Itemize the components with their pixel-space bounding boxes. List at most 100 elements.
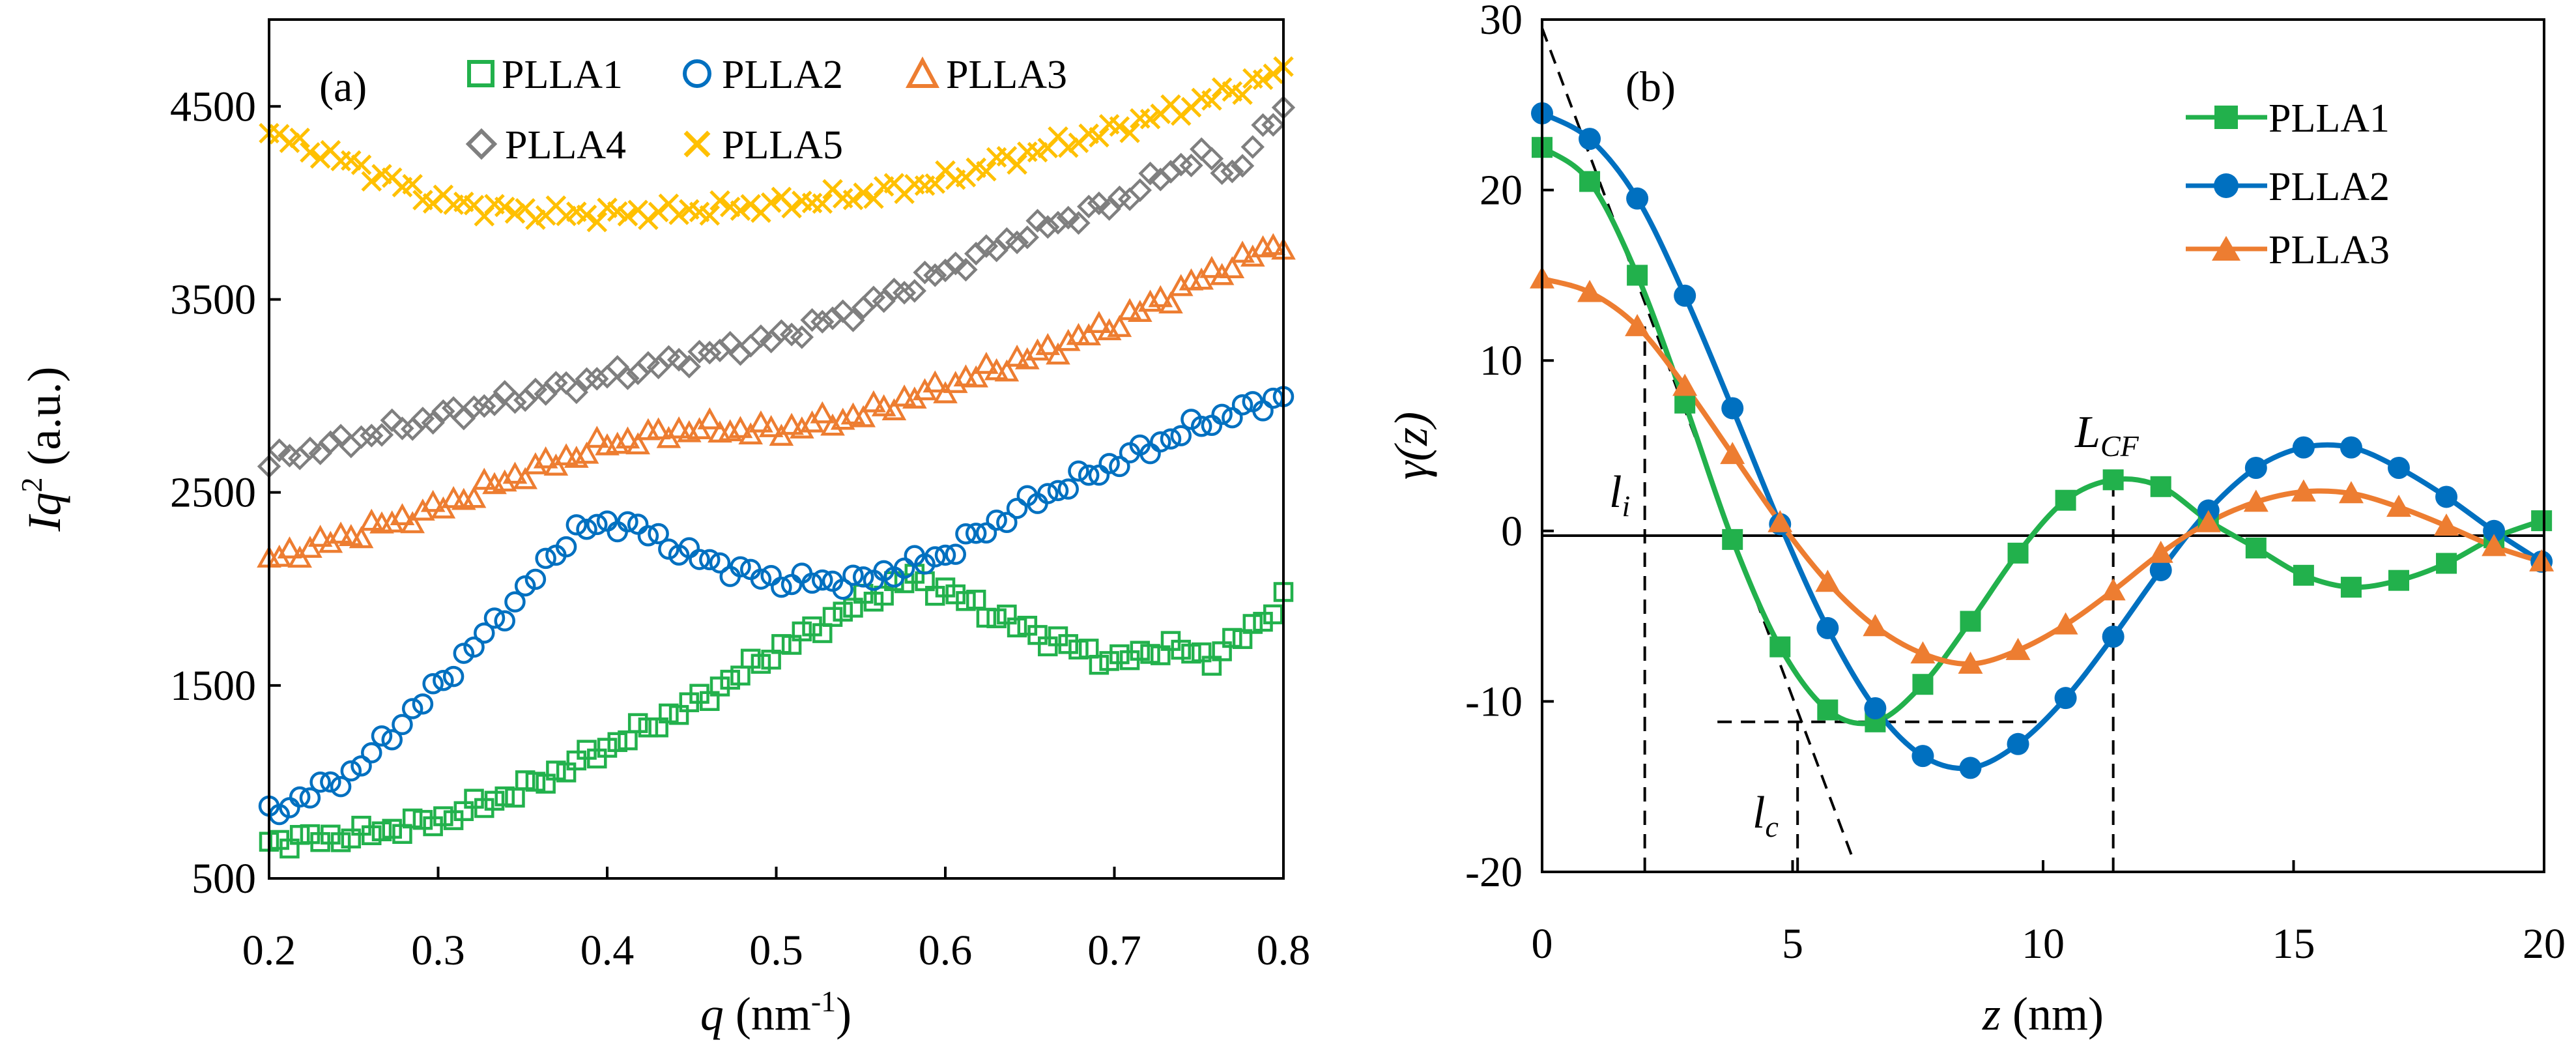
data-point [790,325,814,349]
data-point [1579,171,1601,192]
data-point [625,432,651,455]
data-point [2244,457,2267,480]
data-point [779,323,804,347]
data-point [401,698,423,719]
data-point [400,511,425,534]
y-tick-label: 10 [1480,337,1523,384]
data-point [1046,342,1070,365]
data-point [812,623,833,643]
data-point [1911,745,1934,768]
data-point [1199,147,1224,171]
data-point [279,132,300,153]
data-point [576,204,597,225]
data-point [781,635,802,655]
data-point [483,607,506,629]
data-point [340,760,362,782]
data-point [1232,84,1253,105]
data-point [822,607,843,627]
data-point [328,521,353,544]
panel-b-data-markers [1530,102,2555,779]
data-point [1230,154,1255,178]
annotation-l-c: lc [1753,788,1779,843]
data-point [494,196,515,218]
data-point [913,260,937,285]
x-tick-label: 20 [2523,920,2566,968]
data-point [576,518,597,540]
data-point [2007,732,2029,755]
data-point [351,755,372,777]
data-point [1201,656,1222,676]
data-point [339,434,364,459]
data-point [1199,255,1224,278]
data-point [1066,211,1091,235]
data-point [802,616,822,637]
data-point [1863,614,1888,637]
data-point [484,790,505,811]
data-point [1005,230,1029,255]
data-point [1209,263,1235,285]
data-point [513,467,538,489]
data-point [351,154,372,175]
data-point [379,510,405,533]
x-tick-label: 0.6 [919,927,973,974]
data-point [2102,469,2124,491]
data-point [1058,634,1078,654]
data-point [575,367,599,391]
data-point [605,431,630,454]
data-point [975,522,997,544]
data-point [359,508,384,531]
data-point [1046,210,1070,235]
data-point [924,173,946,194]
y-tick-label: 0 [1501,508,1523,555]
data-point [1579,128,1601,151]
data-point [279,838,300,859]
data-point [555,536,577,558]
legend-label-plla2: PLLA2 [722,53,843,97]
data-point [1220,256,1245,279]
data-point [523,452,548,474]
legend-label-plla3: PLLA3 [946,53,1067,97]
data-point [607,521,628,543]
data-point [1252,400,1274,422]
data-point [933,381,958,403]
data-point [607,201,628,222]
data-point [728,416,753,439]
data-point [730,200,751,221]
series-line-plla2 [1541,111,2543,772]
data-point [618,730,638,751]
data-point [371,725,393,747]
data-point [1158,291,1183,314]
data-point [974,351,999,374]
data-point [390,416,414,441]
y-tick-label: 2500 [170,469,256,517]
data-point [892,281,917,305]
x-tick-label: 0.8 [1257,927,1311,974]
panel-b-x-axis-label: z (nm) [1982,988,2104,1040]
data-point [761,649,781,670]
y-tick-label: -20 [1465,848,1523,896]
legend-marker-open-diamond [465,128,498,160]
data-point [1168,274,1194,296]
data-point [2386,495,2411,517]
data-point [2149,558,2172,581]
data-point [423,816,443,837]
data-point [1220,159,1244,184]
panel-b-label: (b) [1625,63,1676,111]
legend-label-plla5: PLLA5 [722,123,843,167]
data-point [1158,160,1183,184]
data-point [1057,478,1079,500]
data-point [289,786,311,808]
y-tick-label: 4500 [170,83,256,130]
data-point [1769,636,1791,658]
data-point [861,390,886,412]
data-point [2243,489,2268,512]
data-point [1109,455,1130,478]
data-point [607,732,627,753]
data-point [504,203,526,224]
legend-marker-filled-circle [2214,173,2239,198]
data-point [965,523,987,544]
data-point [1231,394,1253,416]
data-point [524,568,547,590]
data-point [648,523,669,545]
data-point [1109,116,1130,137]
